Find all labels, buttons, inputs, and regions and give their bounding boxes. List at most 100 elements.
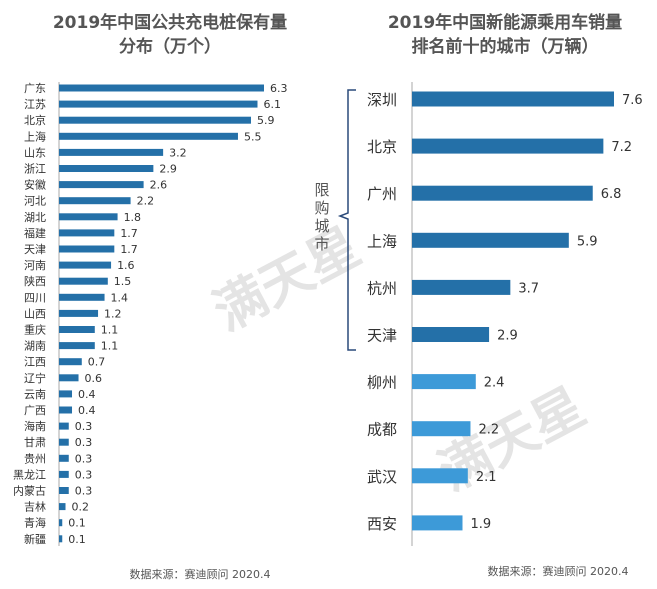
left-category-label: 辽宁	[24, 371, 46, 385]
left-category-label: 重庆	[24, 323, 46, 337]
left-bar	[59, 535, 63, 543]
right-category-label: 北京	[367, 138, 397, 156]
left-chart-source: 数据来源：赛迪顾问 2020.4	[130, 567, 271, 581]
left-bar	[59, 438, 69, 446]
left-category-label: 湖北	[24, 211, 46, 224]
restricted-label-char-4: 市	[314, 235, 329, 253]
left-bar	[59, 84, 264, 92]
left-value-label: 1.4	[111, 291, 129, 304]
right-category-label: 成都	[367, 421, 397, 439]
left-bar	[59, 309, 99, 317]
left-category-label: 云南	[24, 388, 46, 401]
right-chart-source: 数据来源：赛迪顾问 2020.4	[488, 564, 629, 578]
left-value-label: 0.3	[75, 436, 93, 449]
left-value-label: 5.5	[244, 130, 262, 143]
right-chart: 2019年中国新能源乘用车销量 排名前十的城市（万辆） 限 购 城 市 深圳 7.…	[314, 12, 642, 578]
left-category-label: 江苏	[24, 98, 46, 111]
right-bar	[412, 374, 476, 390]
left-bar	[59, 390, 73, 398]
left-value-label: 2.9	[159, 163, 177, 176]
left-bar	[59, 213, 118, 221]
right-bar	[412, 138, 604, 154]
left-value-label: 0.1	[68, 517, 86, 530]
left-category-label: 青海	[24, 516, 46, 530]
left-chart-title-line-2: 分布（万个）	[119, 36, 221, 57]
left-category-label: 北京	[24, 113, 46, 127]
right-bar	[412, 279, 511, 295]
left-value-label: 1.7	[120, 227, 138, 240]
left-value-label: 1.6	[117, 259, 135, 272]
left-category-label: 黑龙江	[13, 468, 46, 481]
left-category-label: 贵州	[24, 452, 46, 465]
left-bar	[59, 358, 82, 366]
left-value-label: 6.1	[263, 98, 281, 111]
left-value-label: 0.3	[75, 452, 93, 465]
right-bar	[412, 515, 463, 531]
left-category-label: 山东	[24, 146, 46, 159]
left-value-label: 0.3	[75, 468, 93, 481]
left-category-label: 吉林	[24, 500, 46, 514]
left-value-label: 1.1	[101, 324, 119, 337]
watermark-2: 满天星	[429, 377, 595, 503]
right-category-label: 杭州	[367, 279, 397, 297]
left-value-label: 3.2	[169, 146, 187, 159]
left-value-label: 6.3	[270, 82, 288, 95]
left-chart-bars: 广东 6.3 江苏 6.1 北京 5.9 上海 5.5 山东 3.2 浙江 2.9 安徽 2.6 河北 2.2…	[13, 82, 288, 546]
left-value-label: 0.4	[78, 388, 96, 401]
left-value-label: 0.1	[68, 533, 86, 546]
left-bar	[59, 245, 115, 253]
left-value-label: 2.2	[137, 195, 155, 208]
left-value-label: 0.6	[85, 372, 103, 385]
restricted-label-char-1: 限	[314, 181, 329, 199]
left-value-label: 1.7	[120, 243, 138, 256]
left-category-label: 广东	[24, 82, 46, 95]
left-value-label: 2.6	[150, 179, 168, 192]
left-bar	[59, 342, 95, 350]
right-value-label: 2.9	[497, 329, 518, 344]
left-category-label: 天津	[24, 243, 46, 256]
restricted-label-char-3: 城	[314, 217, 329, 235]
right-chart-title-line-1: 2019年中国新能源乘用车销量	[388, 12, 622, 33]
left-value-label: 1.8	[124, 211, 142, 224]
right-value-label: 2.1	[476, 470, 497, 485]
left-category-label: 河北	[24, 195, 46, 208]
left-value-label: 1.5	[114, 275, 132, 288]
left-bar	[59, 181, 144, 189]
right-value-label: 7.6	[622, 93, 643, 108]
left-bar	[59, 454, 69, 462]
right-category-label: 武汉	[367, 468, 397, 486]
left-category-label: 甘肃	[24, 436, 46, 449]
left-value-label: 5.9	[257, 114, 275, 127]
right-value-label: 1.9	[471, 517, 492, 532]
left-bar	[59, 100, 258, 108]
left-value-label: 0.3	[75, 485, 93, 498]
left-bar	[59, 132, 238, 140]
left-category-label: 江西	[24, 356, 46, 369]
left-bar	[59, 148, 164, 156]
right-category-label: 西安	[367, 515, 397, 533]
left-category-label: 福建	[24, 226, 46, 240]
left-bar	[59, 519, 63, 527]
left-value-label: 0.2	[72, 501, 90, 514]
left-chart-title-line-1: 2019年中国公共充电桩保有量	[53, 12, 287, 33]
left-bar	[59, 406, 73, 414]
left-category-label: 海南	[24, 419, 46, 433]
left-value-label: 0.4	[78, 404, 96, 417]
left-category-label: 浙江	[24, 163, 46, 176]
left-bar	[59, 165, 154, 172]
left-value-label: 1.1	[101, 340, 119, 353]
left-bar	[59, 116, 251, 124]
left-category-label: 四川	[24, 291, 46, 304]
right-bar	[412, 91, 614, 107]
left-category-label: 内蒙古	[13, 484, 46, 498]
left-bar	[59, 293, 105, 301]
right-category-label: 广州	[367, 185, 397, 203]
left-category-label: 广西	[24, 404, 46, 417]
left-bar	[59, 229, 115, 237]
right-category-label: 天津	[367, 327, 397, 345]
right-category-label: 上海	[367, 232, 397, 250]
left-category-label: 新疆	[24, 532, 46, 546]
right-value-label: 6.8	[601, 187, 622, 202]
